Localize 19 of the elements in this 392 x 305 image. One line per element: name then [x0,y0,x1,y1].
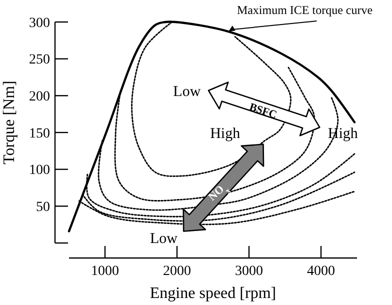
y-tick-label: 100 [29,163,50,178]
annotation: Low [173,84,201,100]
x-tick-label: 1000 [91,264,119,279]
y-tick-label: 50 [36,200,50,216]
annotation: Low [150,231,178,248]
line-series [68,20,356,232]
y-tick-label: 250 [29,52,50,68]
x-tick-label: 4000 [307,264,335,279]
y-tick-label: 300 [29,16,50,31]
annotation: Maximum ICE torque curve [236,3,373,18]
x-tick-label: 2000 [163,264,191,279]
annotation: BSFC [248,101,278,122]
annotation: High [210,126,241,142]
y-tick-label: 150 [29,126,50,142]
y-tick-label: 200 [29,90,50,105]
y-axis-title: Torque [Nm] [1,80,18,164]
line-series [114,66,316,202]
x-tick-label: 3000 [235,264,263,279]
x-axis-title: Engine speed [rpm] [150,285,276,302]
